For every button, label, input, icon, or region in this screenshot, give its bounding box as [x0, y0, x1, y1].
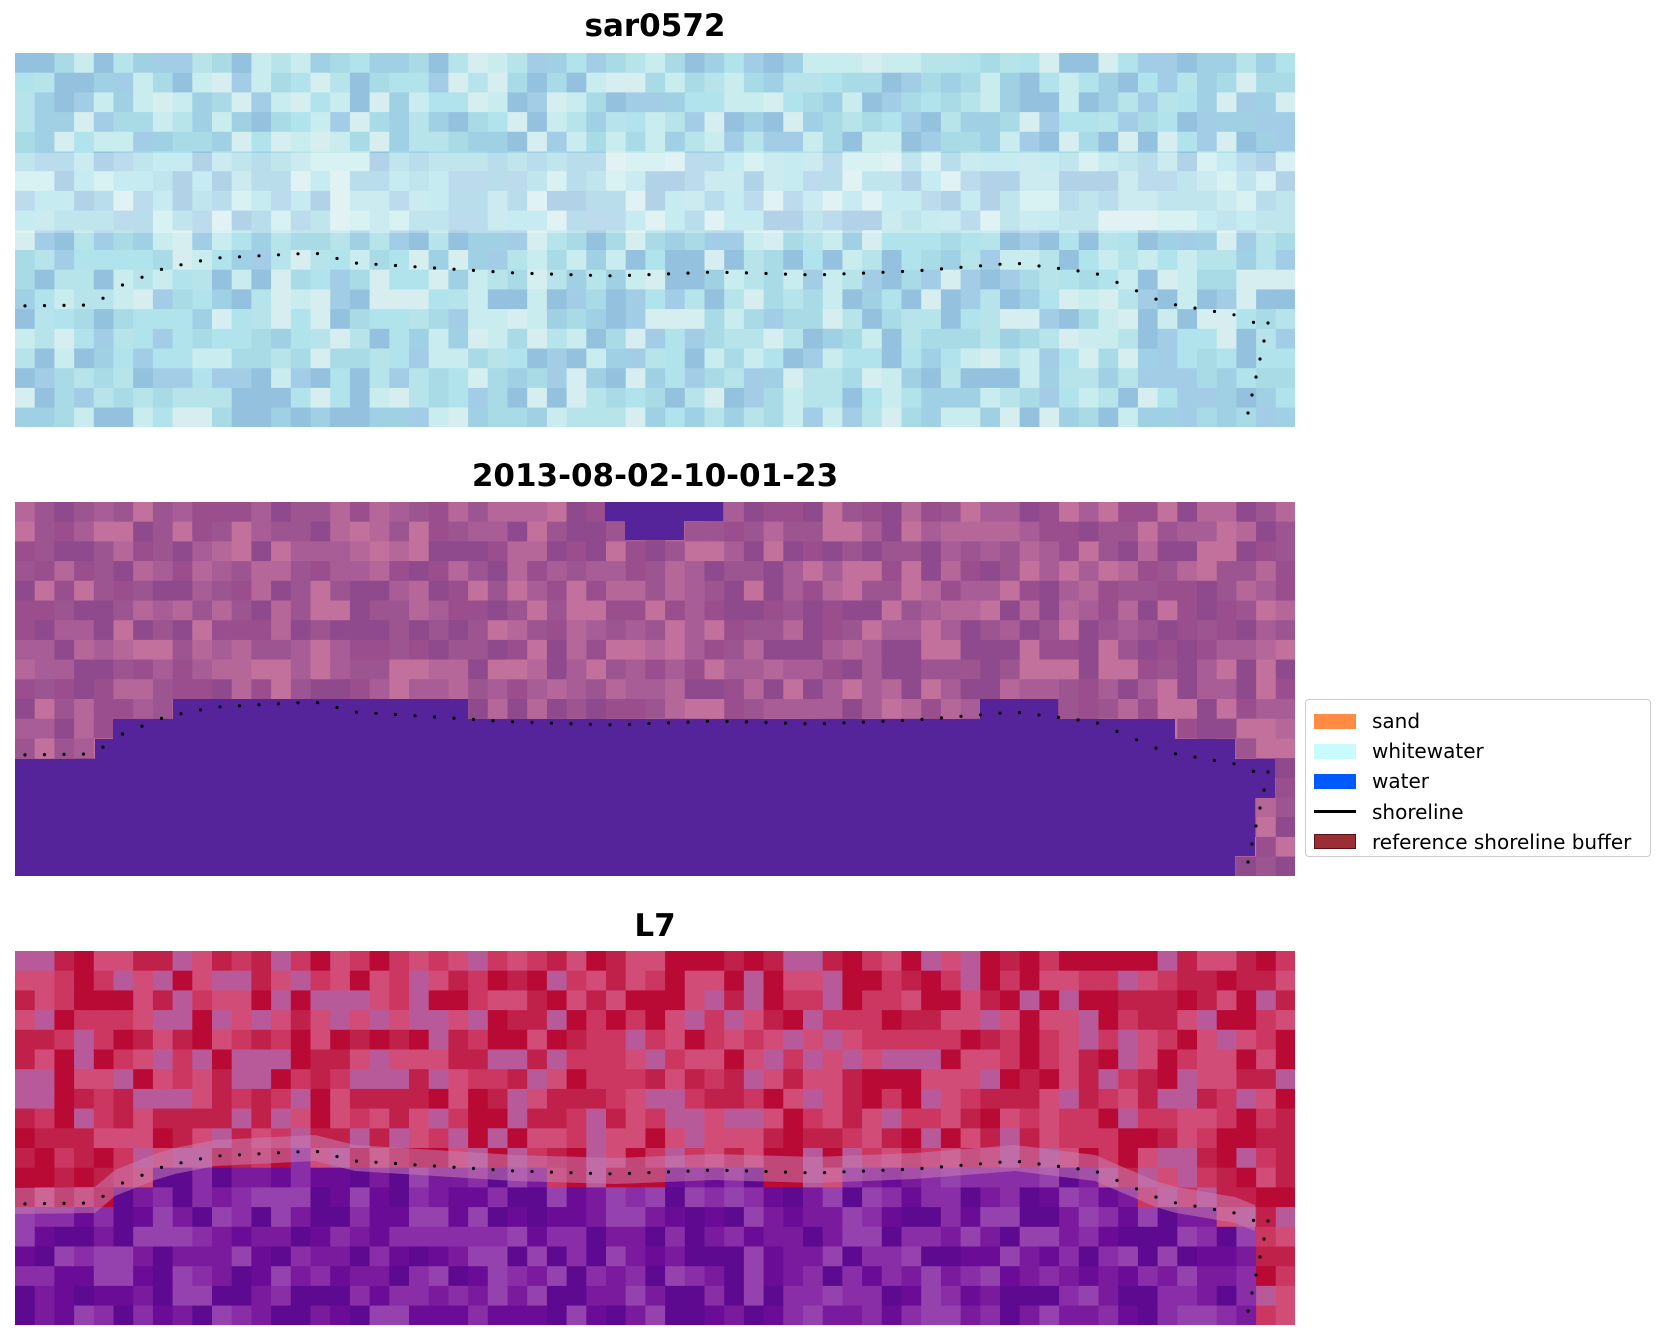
shoreline-points-2 — [23, 701, 1270, 864]
shoreline-points-3 — [23, 1150, 1270, 1313]
legend-item-water: water — [1314, 766, 1650, 796]
legend-label-water: water — [1372, 769, 1429, 794]
legend-label-sand: sand — [1372, 709, 1421, 734]
whitewater-swatch-icon — [1314, 743, 1356, 759]
legend-item-whitewater: whitewater — [1314, 736, 1650, 766]
legend-item-reference-buffer: reference shoreline buffer — [1314, 827, 1650, 857]
panel-title-2: 2013-08-02-10-01-23 — [471, 458, 839, 494]
reference-buffer-swatch-icon — [1314, 834, 1356, 850]
water-swatch-icon — [1314, 773, 1356, 789]
sand-swatch-icon — [1314, 713, 1356, 729]
legend-item-shoreline: shoreline — [1314, 797, 1650, 827]
legend-label-whitewater: whitewater — [1372, 739, 1484, 764]
water-mask — [15, 699, 1275, 876]
legend: sand whitewater water shoreline referenc… — [1305, 699, 1651, 857]
classified-image-panel — [15, 502, 1295, 876]
sar-image-panel — [15, 53, 1295, 427]
legend-label-shoreline: shoreline — [1372, 799, 1464, 824]
panel-title-1: sar0572 — [584, 8, 726, 44]
legend-label-reference-buffer: reference shoreline buffer — [1372, 829, 1632, 854]
index-image-panel — [15, 951, 1295, 1325]
legend-item-sand: sand — [1314, 706, 1650, 736]
shoreline-points-1 — [23, 252, 1270, 415]
shoreline-line-icon — [1314, 804, 1356, 819]
panel-title-3: L7 — [634, 908, 676, 944]
